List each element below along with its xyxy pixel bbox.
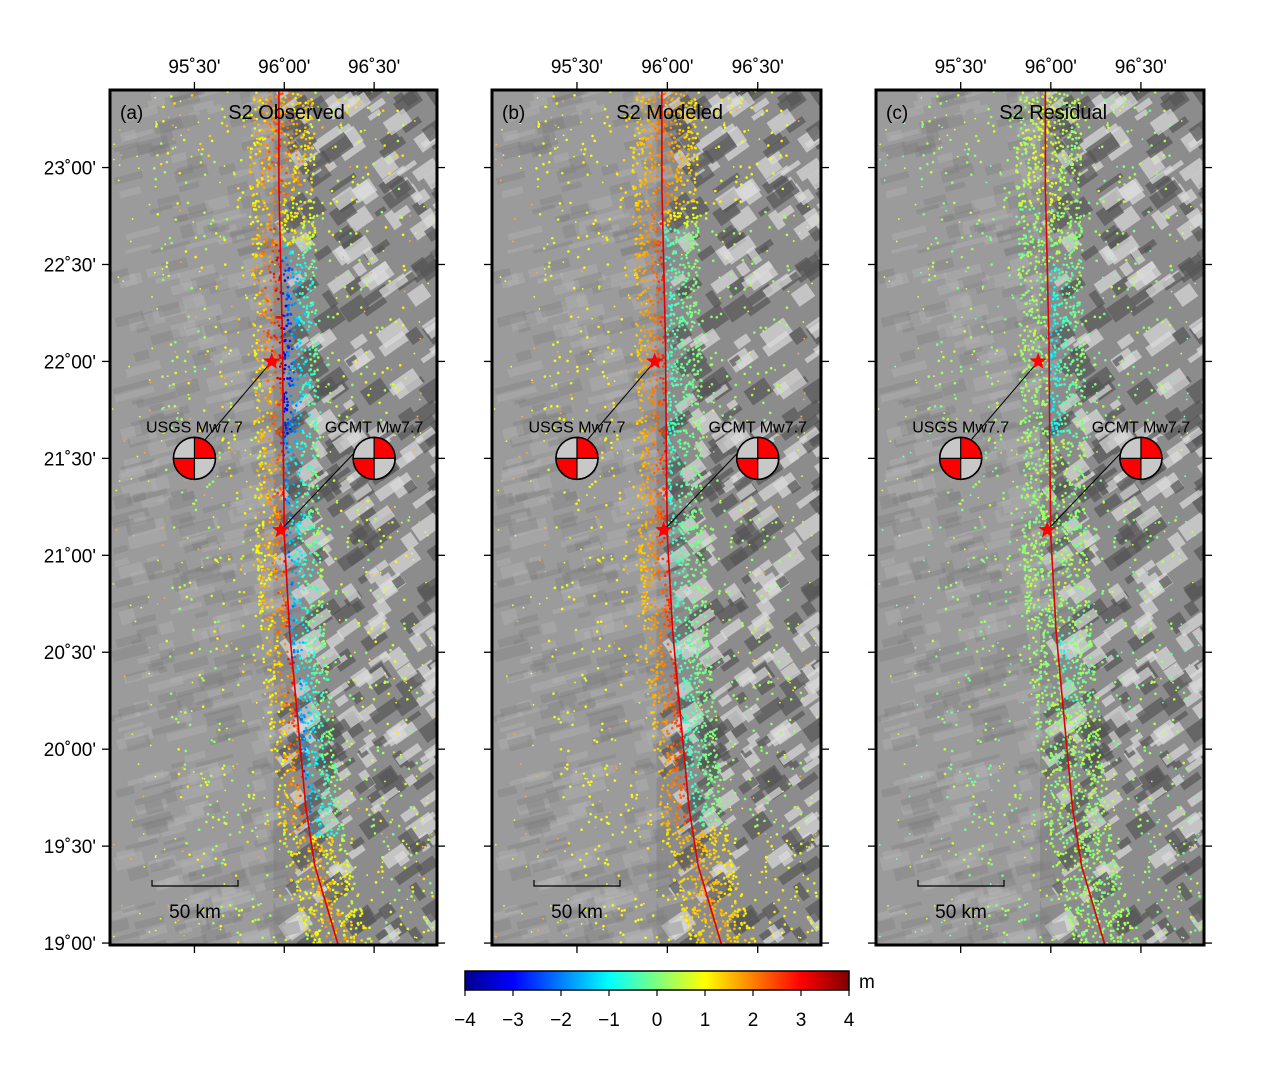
focal-mechanism-label: GCMT Mw7.7 [1092, 419, 1190, 436]
epicenter-star [263, 352, 281, 369]
lat-tick-label: 22˚00' [44, 352, 96, 373]
epicenter-star [1029, 352, 1047, 369]
focal-connector-line [586, 361, 656, 441]
focal-mechanism-label: GCMT Mw7.7 [709, 419, 807, 436]
lon-tick-label: 96˚00' [641, 57, 693, 78]
scale-bar-label: 50 km [169, 902, 221, 923]
focal-mechanism-beachball [172, 436, 217, 481]
epicenter-star [272, 521, 290, 538]
colorbar-tick-label: 0 [652, 1010, 663, 1031]
lat-tick-label: 22˚30' [44, 255, 96, 276]
colorbar-tick-label: 1 [700, 1010, 711, 1031]
scale-bar-label: 50 km [935, 902, 987, 923]
focal-mechanism-beachball [555, 436, 599, 481]
focal-mechanism-beachball [938, 436, 983, 481]
terrain-relief [110, 90, 437, 945]
map-frame [490, 88, 823, 947]
colorbar-tick-label: 3 [796, 1010, 807, 1031]
focal-connector-line [1046, 440, 1134, 531]
terrain-plain [876, 90, 1040, 945]
focal-mechanism-label: USGS Mw7.7 [529, 419, 626, 436]
map-frame [108, 88, 439, 947]
focal-connector-line [663, 440, 751, 531]
panel-letter: (c) [886, 103, 908, 124]
panel-b: USGS Mw7.7 GCMT Mw7.7 50 km (b) S2 Modeled 95… [484, 57, 829, 953]
panel-a: USGS Mw7.7 GCMT Mw7.7 50 km (a) S2 Observed 9… [44, 57, 445, 955]
scale-bar: 50 km [533, 880, 621, 923]
displacement-points [877, 90, 1204, 945]
lon-tick-label: 96˚00' [258, 57, 310, 78]
map-area: USGS Mw7.7 GCMT Mw7.7 50 km [876, 90, 1204, 945]
panel-title: S2 Residual [999, 102, 1107, 124]
scale-bar-label: 50 km [551, 902, 603, 923]
lon-tick-label: 96˚00' [1025, 57, 1077, 78]
focal-connector-line [280, 440, 367, 531]
focal-mechanism-label: USGS Mw7.7 [912, 419, 1009, 436]
focal-connector-line [970, 361, 1039, 441]
colorbar-tick-label: 4 [844, 1010, 855, 1031]
focal-mechanism-label: USGS Mw7.7 [146, 419, 243, 436]
colorbar-tick-label: −4 [454, 1010, 476, 1031]
colorbar-tick-label: −1 [598, 1010, 620, 1031]
displacement-points [493, 90, 821, 945]
lat-tick-label: 21˚00' [44, 546, 96, 567]
terrain-plain [110, 90, 274, 945]
epicenter-star [646, 352, 664, 369]
lat-tick-label: 20˚00' [44, 740, 96, 761]
lat-tick-label: 19˚00' [44, 934, 96, 955]
panel-letter: (a) [120, 103, 143, 124]
panel-letter: (b) [502, 103, 525, 124]
panel-title: S2 Observed [228, 102, 345, 124]
scale-bar: 50 km [917, 880, 1005, 923]
lat-tick-label: 23˚00' [44, 159, 96, 180]
lat-tick-label: 19˚30' [44, 837, 96, 858]
lon-tick-label: 95˚30' [168, 57, 220, 78]
focal-mechanism-beachball [735, 436, 780, 481]
colorbar-tick-label: −2 [550, 1010, 572, 1031]
lon-tick-label: 96˚30' [1115, 57, 1167, 78]
epicenter-star [1038, 521, 1056, 538]
map-area: USGS Mw7.7 GCMT Mw7.7 50 km [492, 90, 821, 945]
colorbar-tick-label: −3 [502, 1010, 524, 1031]
lon-tick-label: 95˚30' [935, 57, 987, 78]
lon-tick-label: 96˚30' [348, 57, 400, 78]
focal-mechanism-label: GCMT Mw7.7 [325, 419, 423, 436]
lon-tick-label: 96˚30' [732, 57, 784, 78]
terrain-plain [492, 90, 657, 945]
colorbar-unit: m [859, 972, 875, 993]
scale-bar: 50 km [151, 880, 239, 923]
epicenter-star [655, 521, 673, 538]
lat-tick-label: 21˚30' [44, 449, 96, 470]
colorbar-tick-label: 2 [748, 1010, 759, 1031]
colorbar-ramp [464, 970, 850, 991]
map-area: USGS Mw7.7 GCMT Mw7.7 50 km [110, 90, 437, 945]
panel-title: S2 Modeled [616, 102, 723, 124]
map-frame [874, 88, 1206, 947]
lon-tick-label: 95˚30' [551, 57, 603, 78]
colorbar: m −4 −3 −2 −1 0 1 2 3 4 [454, 970, 875, 1031]
focal-connector-line [204, 361, 273, 441]
lat-tick-label: 20˚30' [44, 643, 96, 664]
focal-mechanism-beachball [352, 436, 396, 481]
panel-c: USGS Mw7.7 GCMT Mw7.7 50 km (c) S2 Residual 9… [868, 57, 1212, 953]
focal-mechanism-beachball [1119, 436, 1163, 481]
